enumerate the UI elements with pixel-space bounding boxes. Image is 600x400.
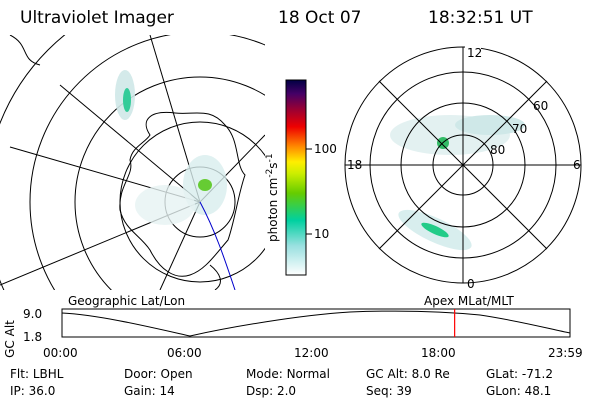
colorbar-tick-10: 10 <box>314 227 329 241</box>
mlat-label-60: 60 <box>533 99 548 113</box>
flt-field: Flt: LBHL <box>10 367 64 381</box>
seq-field: Seq: 39 <box>366 384 412 398</box>
mlat-label-80: 80 <box>490 143 505 157</box>
instrument-title: Ultraviolet Imager <box>20 8 174 28</box>
dsp-field: Dsp: 2.0 <box>246 384 297 398</box>
door-field: Door: Open <box>124 367 193 381</box>
timeline-y-top: 9.0 <box>23 307 42 321</box>
timeline-tick-0000: 00:00 <box>43 346 78 360</box>
ip-field: IP: 36.0 <box>10 384 56 398</box>
gc-alt-field: GC Alt: 8.0 Re <box>366 367 450 381</box>
timeline-frame <box>61 308 571 338</box>
colorbar-tick-100: 100 <box>314 142 337 156</box>
glon-field: GLon: 48.1 <box>486 384 552 398</box>
timeline-tick-1800: 18:00 <box>421 346 456 360</box>
geographic-map <box>0 35 265 290</box>
apex-caption: Apex MLat/MLT <box>424 294 514 308</box>
colorbar: 100 10 photon cm-2s-1 <box>265 79 337 276</box>
gain-field: Gain: 14 <box>124 384 175 398</box>
time-label: 18:32:51 UT <box>428 8 533 28</box>
mlt-label-18: 18 <box>347 158 362 172</box>
altitude-curve <box>61 310 571 337</box>
timeline-tick-0600: 06:00 <box>167 346 202 360</box>
geographic-caption: Geographic Lat/Lon <box>68 294 186 308</box>
mlat-mlt-map: 12 18 6 0 60 70 80 <box>344 45 582 290</box>
colorbar-gradient <box>285 79 307 276</box>
timeline-tick-2359: 23:59 <box>548 346 583 360</box>
mlt-label-12: 12 <box>467 46 482 60</box>
altitude-timeline: GC Alt 9.0 1.8 00:00 06:00 12:00 18:00 2… <box>3 307 583 360</box>
mlt-label-0: 0 <box>467 277 475 290</box>
colorbar-unit: photon cm-2s-1 <box>265 153 280 242</box>
glat-field: GLat: -71.2 <box>486 367 553 381</box>
timeline-y-bottom: 1.8 <box>23 330 42 344</box>
mlt-label-6: 6 <box>573 158 581 172</box>
date-label: 18 Oct 07 <box>278 8 362 28</box>
timeline-tick-1200: 12:00 <box>294 346 329 360</box>
mode-field: Mode: Normal <box>246 367 330 381</box>
timeline-ylabel: GC Alt <box>3 320 17 358</box>
mlat-label-70: 70 <box>512 122 527 136</box>
